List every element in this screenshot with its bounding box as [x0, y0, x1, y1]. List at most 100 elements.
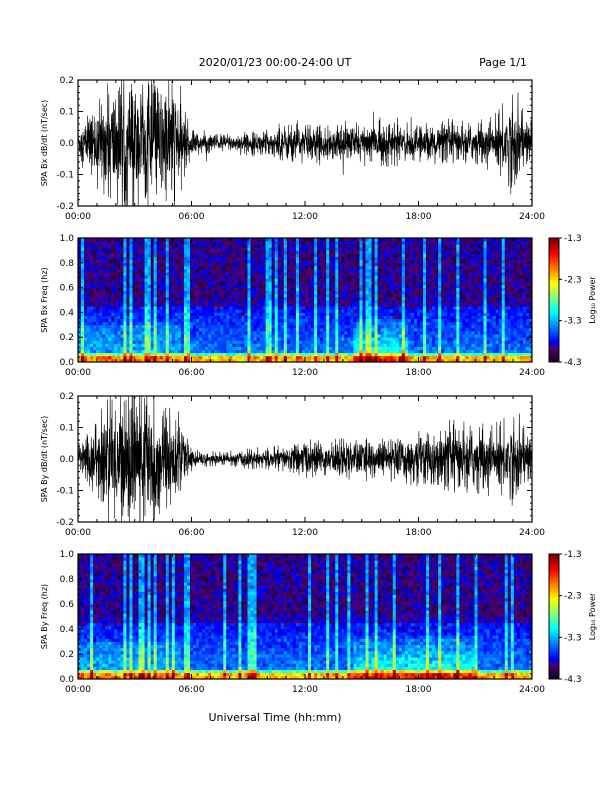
- spectrogram-cell: [232, 340, 236, 344]
- spectrogram-cell: [444, 318, 448, 323]
- spectrogram-cell: [220, 278, 224, 282]
- spectrogram-cell: [226, 238, 230, 242]
- spectrogram-cell: [186, 306, 191, 310]
- spectrogram-cell: [398, 355, 403, 360]
- spectrogram-cell: [383, 340, 388, 344]
- spectrogram-cell: [420, 337, 424, 341]
- spectrogram-cell: [323, 343, 327, 347]
- spectrogram-cell: [135, 272, 139, 276]
- spectrogram-cell: [102, 327, 106, 332]
- spectrogram-cell: [362, 275, 366, 279]
- spectrogram-cell: [359, 244, 363, 248]
- spectrogram-cell: [286, 256, 291, 261]
- spectrogram-cell: [262, 337, 267, 341]
- spectrogram-cell: [407, 358, 412, 363]
- spectrogram-cell: [208, 272, 212, 276]
- spectrogram-cell: [193, 358, 197, 363]
- spectrogram-cell: [311, 256, 315, 261]
- spectrogram-cell: [326, 259, 330, 264]
- spectrogram-cell: [262, 312, 267, 316]
- spectrogram-cell: [335, 253, 339, 257]
- spectrogram-cell: [344, 355, 348, 360]
- spectrogram-cell: [392, 287, 397, 292]
- spectrogram-cell: [323, 244, 327, 248]
- spectrogram-cell: [317, 290, 321, 295]
- spectrogram-cell: [292, 303, 297, 307]
- spectrogram-cell: [426, 303, 430, 307]
- spectrogram-cell: [123, 324, 127, 329]
- spectrogram-cell: [298, 253, 303, 257]
- spectrogram-cell: [93, 312, 97, 316]
- spectrogram-cell: [262, 287, 267, 292]
- spectrogram-cell: [392, 300, 397, 304]
- spectrogram-cell: [329, 346, 333, 350]
- spectrogram-cell: [383, 352, 388, 357]
- spectrogram-cell: [377, 303, 382, 307]
- spectrogram-cell: [105, 256, 109, 261]
- spectrogram-cell: [220, 349, 224, 354]
- spectrogram-cell: [153, 244, 158, 248]
- spectrogram-cell: [265, 284, 270, 288]
- spectrogram-cell: [111, 265, 115, 270]
- spectrogram-cell: [404, 265, 409, 270]
- spectrogram-cell: [295, 259, 300, 264]
- spectrogram-cell: [329, 315, 333, 319]
- spectrogram-cell: [226, 244, 230, 248]
- spectrogram-cell: [320, 358, 324, 363]
- spectrogram-cell: [244, 358, 248, 363]
- spectrogram-cell: [196, 300, 200, 304]
- spectrogram-cell: [444, 287, 448, 292]
- spectrogram-cell: [84, 265, 88, 270]
- spectrogram-cell: [350, 278, 354, 282]
- spectrogram-cell: [311, 287, 315, 292]
- spectrogram-cell: [444, 272, 448, 276]
- spectrogram-cell: [265, 340, 270, 344]
- spectrogram-cell: [332, 352, 336, 357]
- spectrogram-cell: [208, 284, 212, 288]
- spectrogram-cell: [238, 349, 242, 354]
- spectrogram-cell: [341, 318, 345, 323]
- spectrogram-cell: [180, 346, 185, 350]
- spectrogram-cell: [283, 343, 288, 347]
- spectrogram-cell: [196, 327, 200, 332]
- spectrogram-cell: [423, 300, 427, 304]
- spectrogram-cell: [87, 262, 91, 267]
- spectrogram-cell: [401, 241, 406, 245]
- spectrogram-cell: [205, 309, 209, 313]
- spectrogram-cell: [365, 241, 369, 245]
- spectrogram-cell: [404, 312, 409, 316]
- spectrogram-cell: [413, 241, 418, 245]
- spectrogram-cell: [350, 275, 354, 279]
- spectrogram-cell: [247, 312, 251, 316]
- spectrogram-cell: [87, 244, 91, 248]
- spectrogram-cell: [368, 309, 372, 313]
- spectrogram-cell: [435, 343, 439, 347]
- spectrogram-cell: [174, 284, 179, 288]
- spectrogram-cell: [308, 306, 312, 310]
- spectrogram-cell: [99, 296, 103, 301]
- spectrogram-cell: [186, 293, 191, 298]
- spectrogram-cell: [429, 250, 433, 254]
- spectrogram-cell: [432, 343, 436, 347]
- spectrogram-cell: [392, 247, 397, 251]
- spectrogram-cell: [132, 238, 136, 242]
- spectrogram-cell: [208, 349, 212, 354]
- spectrogram-cell: [123, 321, 127, 326]
- spectrogram-cell: [253, 340, 257, 344]
- spectrogram-cell: [286, 275, 291, 279]
- spectrogram-cell: [199, 346, 203, 350]
- spectrogram-cell: [308, 262, 312, 267]
- spectrogram-cell: [277, 250, 282, 254]
- spectrogram-cell: [223, 269, 227, 273]
- spectrogram-cell: [329, 312, 333, 316]
- spectrogram-cell: [174, 327, 179, 332]
- spectrogram-cell: [147, 272, 152, 276]
- spectrogram-cell: [420, 349, 424, 354]
- spectrogram-cell: [344, 358, 348, 363]
- spectrogram-cell: [338, 250, 342, 254]
- spectrogram-cell: [435, 352, 439, 357]
- spectrogram-cell: [168, 321, 173, 326]
- spectrogram-cell: [247, 303, 251, 307]
- spectrogram-cell: [289, 290, 294, 295]
- spectrogram-cell: [338, 315, 342, 319]
